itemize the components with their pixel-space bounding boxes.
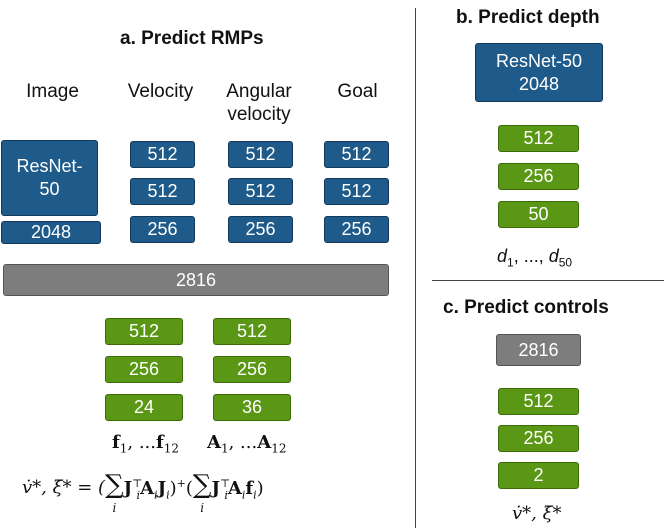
eq-j2-sup: ⊤ [220,477,231,490]
depth-layer-3: 50 [498,201,579,228]
a-symbol-2: A [257,432,272,453]
eq-f2-sub: i [253,488,257,502]
angular-layer-3: 256 [228,216,293,243]
controls-layer-3: 2 [498,462,579,489]
depth-d-2: d [548,246,559,266]
depth-output-label: d1, ..., d50 [497,246,572,270]
vertical-divider [415,8,416,528]
input-label-goal: Goal [337,81,378,102]
image-resnet-line1: ResNet- [16,156,83,176]
eq-term1: J⊤iAiJi)+( [124,477,193,502]
eq-f2: f [245,478,254,499]
a-sub-1: 1 [220,441,229,456]
f-head-layer-2: 256 [105,356,183,383]
angular-layer-1: 512 [228,141,293,168]
eq-a2-sub: i [241,488,246,502]
eq-open2: ( [185,478,193,499]
depth-mid: , ..., [513,246,549,266]
a-head-layer-3: 36 [213,394,291,421]
velocity-layer-3: 256 [130,216,195,243]
depth-layer-2: 256 [498,163,579,190]
eq-close2: ) [256,478,264,499]
rmp-equation: v̇*, ξ̇* = ( ∑ i J⊤iAiJi)+( ∑ i J⊤iAifi) [22,471,264,517]
a-output-label: A1, ...A12 [207,432,286,456]
eq-j1-sup: ⊤ [132,477,143,490]
input-label-angular-velocity: Angular velocity [215,80,303,126]
f-sub-1: 1 [119,441,128,456]
image-feature-block: 2048 [1,221,101,244]
eq-term2: J⊤iAifi) [211,477,263,502]
eq-sum-symbol-2: ∑ [192,470,212,500]
a-head-layer-2: 256 [213,356,291,383]
controls-input-block: 2816 [496,334,581,366]
image-resnet-line2: 50 [39,179,60,199]
a-head-layer-1: 512 [213,318,291,345]
eq-close1: ) [169,478,177,499]
depth-sub-1: 1 [507,255,514,270]
f-output-label: f1, ...f12 [112,432,179,456]
depth-resnet-block: ResNet-50 2048 [475,43,603,102]
depth-resnet-line1: ResNet-50 [495,50,583,71]
concat-feature-block: 2816 [3,264,389,296]
horizontal-divider [432,280,664,281]
eq-j2-sub: i [224,488,228,502]
section-b-title: b. Predict depth [456,7,600,28]
controls-layer-2: 256 [498,425,579,452]
eq-j1-sub: i [136,488,141,502]
velocity-layer-2: 512 [130,178,195,205]
eq-sum-sub-1: i [112,501,117,515]
eq-plus: + [176,477,186,490]
f-symbol-2: f [156,432,164,453]
eq-sum-2: ∑ i [193,471,212,517]
angular-label-line2: velocity [227,104,291,125]
section-c-title: c. Predict controls [443,297,609,318]
velocity-layer-1: 512 [130,141,195,168]
depth-layer-1: 512 [498,125,579,152]
depth-sub-2: 50 [558,255,573,270]
a-sub-2: 12 [271,441,287,456]
goal-layer-1: 512 [324,141,389,168]
eq-a1-sub: i [154,488,158,502]
eq-a2: A [227,478,242,499]
depth-d-1: d [497,246,508,266]
input-label-velocity: Velocity [127,81,194,102]
eq-sum-symbol-1: ∑ [105,470,124,500]
f-head-layer-3: 24 [105,394,183,421]
f-mid: , ... [127,432,156,453]
a-symbol-1: A [207,432,221,453]
controls-output-label: v̇*, ξ̇* [512,503,562,524]
depth-resnet-line2: 2048 [518,73,560,94]
goal-layer-2: 512 [324,178,389,205]
eq-j2: J [211,478,220,499]
eq-sum-1: ∑ i [105,471,124,517]
eq-j1b-sub: i [166,488,170,502]
angular-layer-2: 512 [228,178,293,205]
input-label-image: Image [26,81,79,102]
eq-j1b: J [157,478,167,499]
f-head-layer-1: 512 [105,318,183,345]
controls-layer-1: 512 [498,388,579,415]
eq-sum-sub-2: i [200,501,205,515]
angular-label-line1: Angular [226,81,292,102]
goal-layer-3: 256 [324,216,389,243]
eq-a1: A [140,478,155,499]
image-resnet-block: ResNet- 50 [1,140,98,216]
f-sub-2: 12 [163,441,180,456]
eq-j1: J [123,478,133,499]
f-symbol-1: f [112,432,120,453]
section-a-title: a. Predict RMPs [120,28,264,49]
eq-lhs: v̇*, ξ̇* = ( [22,477,106,498]
a-mid: , ... [228,432,258,453]
